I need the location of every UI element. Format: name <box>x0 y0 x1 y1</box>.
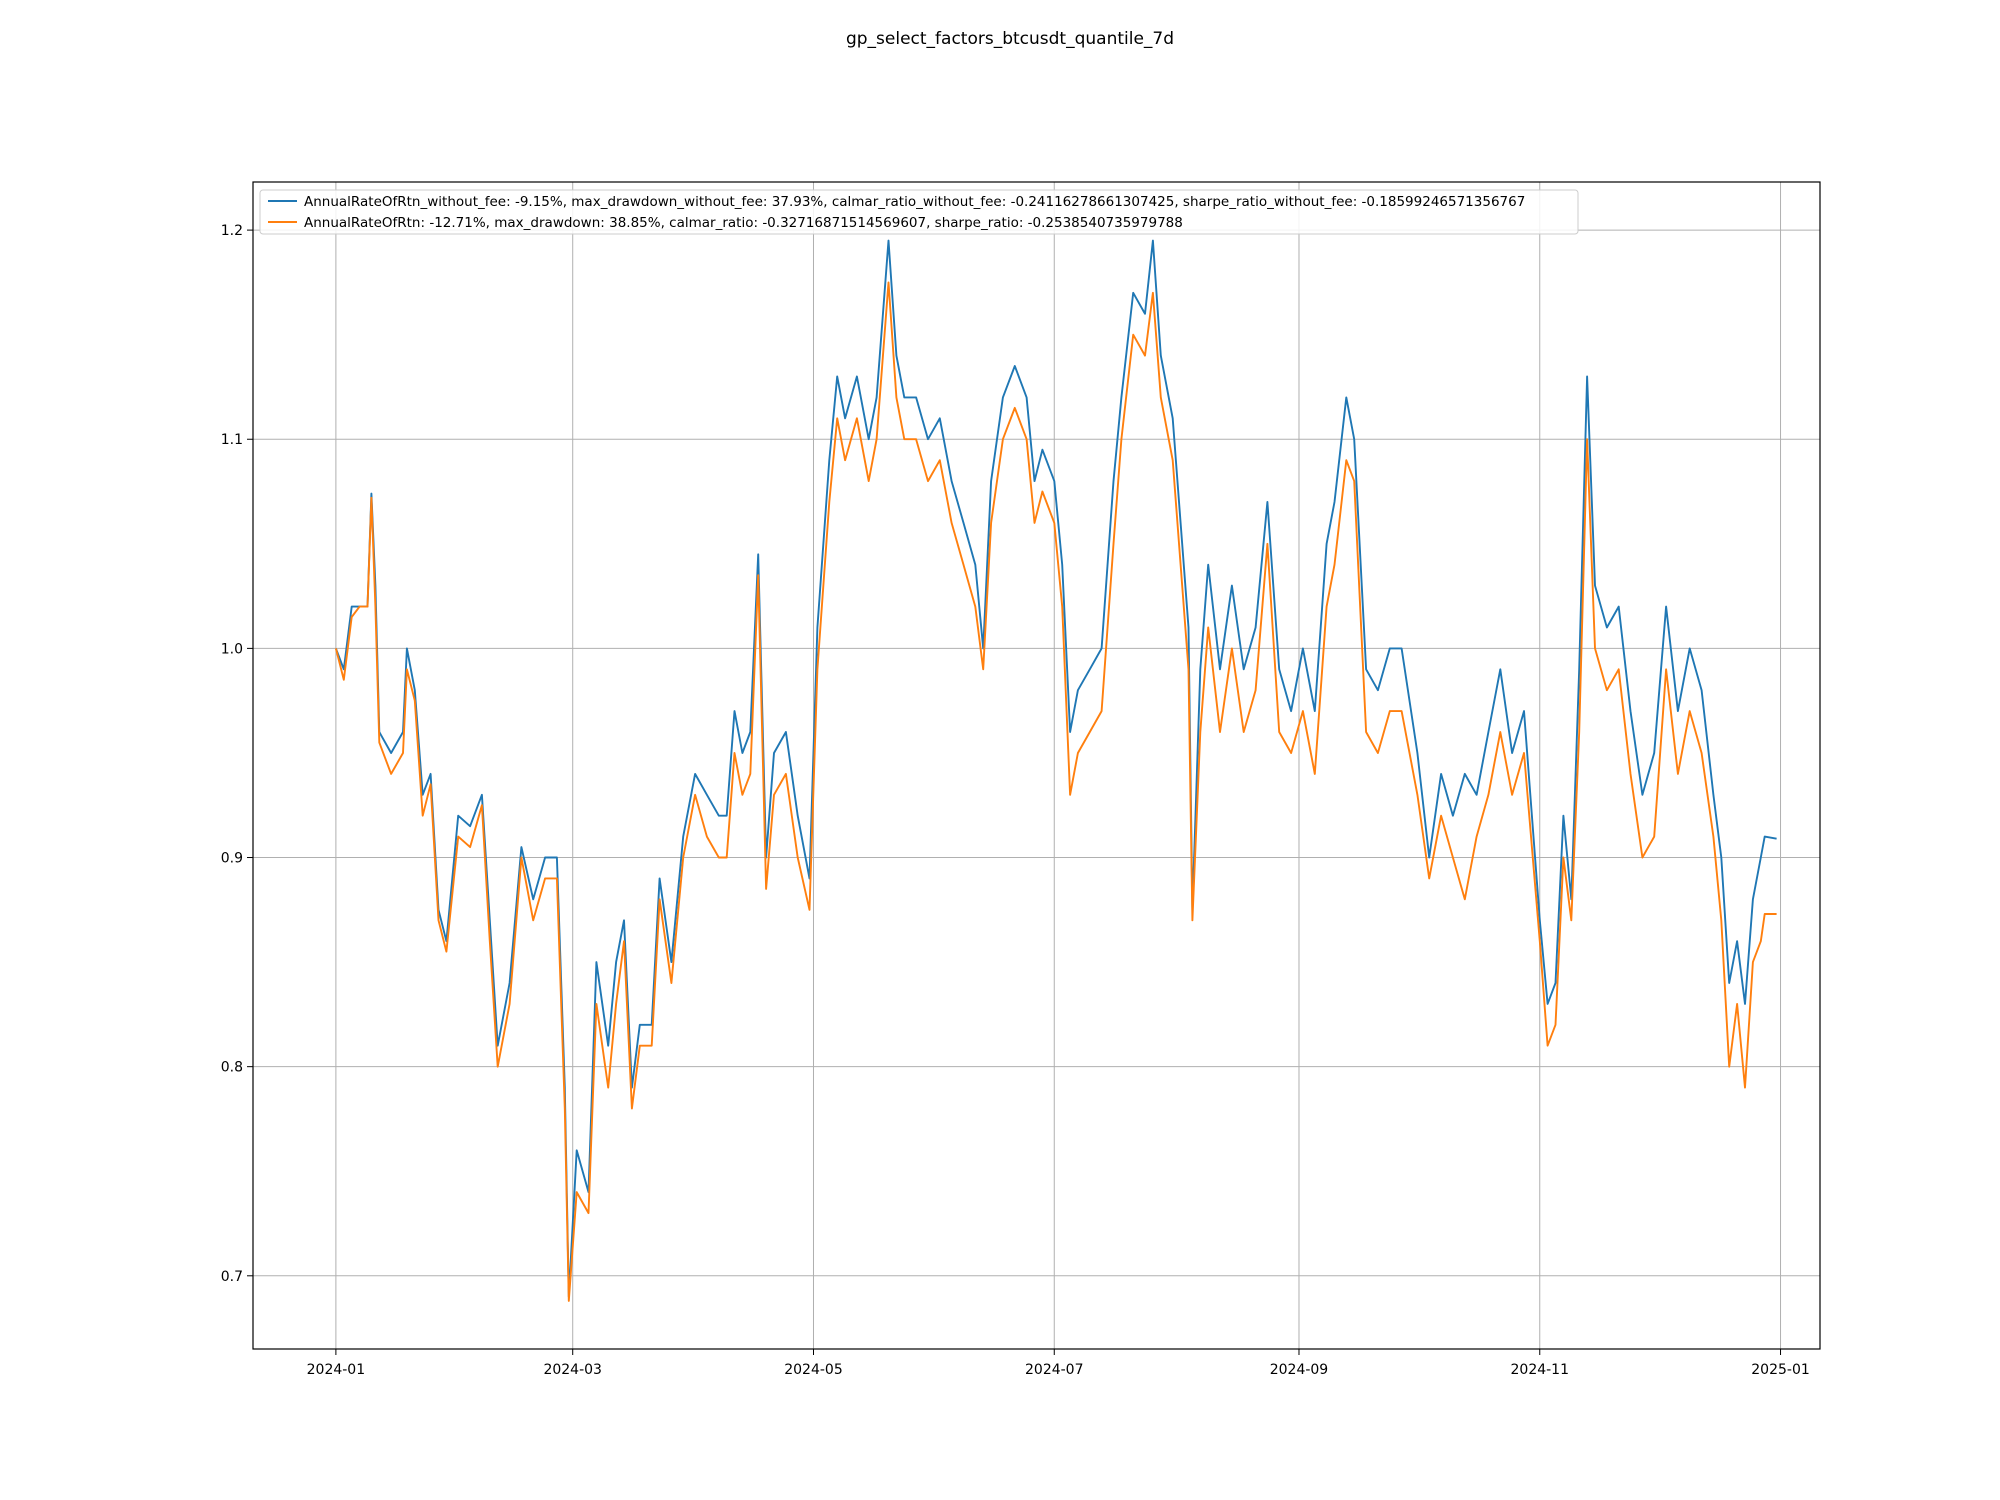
chart-title: gp_select_factors_btcusdt_quantile_7d <box>846 29 1174 49</box>
x-tick-label: 2025-01 <box>1751 1362 1810 1378</box>
series-layer <box>334 239 1777 1302</box>
x-axis: 2024-01 2024-03 2024-05 2024-07 2024-09 2024-… <box>307 1349 1810 1378</box>
x-tick-label: 2024-03 <box>543 1362 602 1378</box>
y-tick-label: 0.9 <box>221 851 243 867</box>
legend-label-1: AnnualRateOfRtn: -12.71%, max_drawdown: … <box>304 215 1183 231</box>
legend-label-0: AnnualRateOfRtn_without_fee: -9.15%, max… <box>304 194 1525 210</box>
y-axis: 0.7 0.8 0.9 1.0 1.1 1.2 <box>221 223 253 1285</box>
y-tick-label: 1.1 <box>221 432 243 448</box>
axes-frame <box>252 181 1821 1350</box>
legend: AnnualRateOfRtn_without_fee: -9.15%, max… <box>259 189 1579 235</box>
series-line-1 <box>334 281 1777 1302</box>
y-tick-label: 0.7 <box>221 1269 243 1285</box>
y-tick-label: 1.0 <box>221 641 243 657</box>
x-tick-label: 2024-01 <box>307 1362 366 1378</box>
x-tick-label: 2024-07 <box>1025 1362 1084 1378</box>
x-tick-label: 2024-05 <box>784 1362 843 1378</box>
x-tick-label: 2024-11 <box>1511 1362 1570 1378</box>
y-tick-label: 1.2 <box>221 223 243 239</box>
y-tick-label: 0.8 <box>221 1060 243 1076</box>
plot-area <box>334 239 1777 1302</box>
legend-box <box>259 189 1579 235</box>
x-tick-label: 2024-09 <box>1270 1362 1329 1378</box>
series-line-0 <box>335 239 1777 1298</box>
